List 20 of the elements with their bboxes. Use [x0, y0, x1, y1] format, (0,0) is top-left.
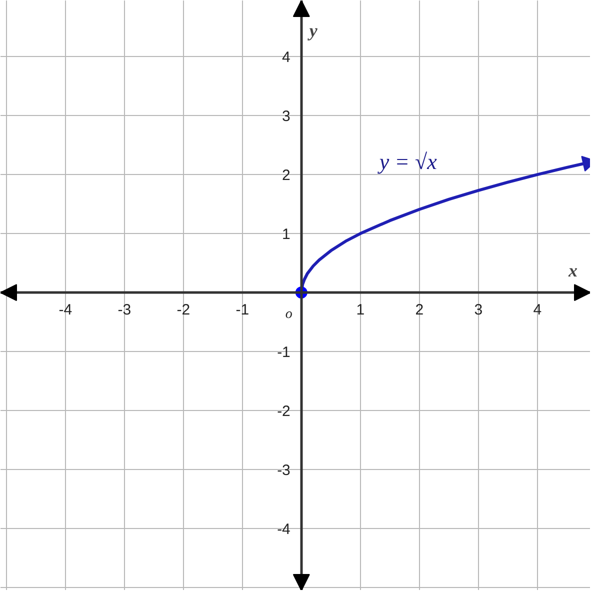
x-tick-label: -1	[236, 302, 250, 319]
y-axis-title: y	[307, 20, 318, 40]
x-axis-title: x	[568, 260, 578, 281]
y-tick-label: 2	[282, 167, 290, 184]
annotation: o	[285, 307, 292, 322]
y-tick-label: -1	[277, 344, 290, 362]
y-tick-label: 4	[282, 49, 290, 66]
x-tick-label: 1	[356, 302, 365, 319]
x-tick-label: 2	[415, 302, 424, 319]
x-tick-label: -2	[176, 302, 190, 319]
x-tick-label: 4	[533, 302, 542, 319]
y-tick-label: -3	[277, 462, 290, 480]
x-tick-label: 3	[474, 302, 483, 319]
y-tick-label: 3	[282, 108, 290, 126]
y-tick-label: 1	[282, 226, 290, 244]
y-tick-label: -4	[277, 521, 290, 538]
x-tick-label: -4	[58, 302, 72, 319]
x-tick-label: -3	[118, 302, 132, 319]
annotation: y = √x	[377, 148, 438, 174]
y-tick-label: -2	[277, 403, 290, 420]
